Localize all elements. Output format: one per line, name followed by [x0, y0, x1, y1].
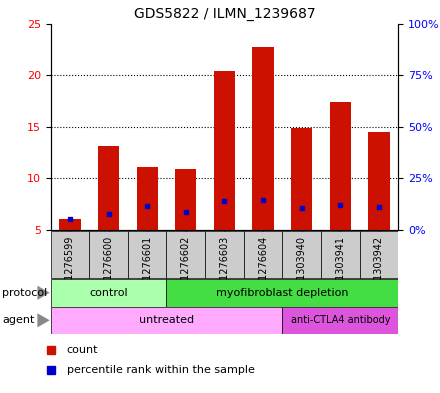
Bar [98, 146, 119, 230]
Bar [214, 71, 235, 230]
Bar [175, 169, 196, 230]
Text: agent: agent [2, 315, 35, 325]
Text: GSM1276599: GSM1276599 [65, 236, 75, 301]
Bar [253, 47, 274, 230]
Bar [359, 231, 398, 278]
Text: GSM1276602: GSM1276602 [181, 236, 191, 301]
Bar [51, 231, 89, 278]
Text: GSM1303942: GSM1303942 [374, 236, 384, 301]
Bar [166, 279, 398, 307]
Bar [166, 231, 205, 278]
Bar [282, 231, 321, 278]
Text: GSM1303941: GSM1303941 [335, 236, 345, 301]
Bar [282, 307, 398, 334]
Bar [89, 231, 128, 278]
Text: GSM1276603: GSM1276603 [220, 236, 229, 301]
Bar [51, 279, 166, 307]
Text: control: control [89, 288, 128, 298]
Bar [244, 231, 282, 278]
Title: GDS5822 / ILMN_1239687: GDS5822 / ILMN_1239687 [134, 7, 315, 21]
Bar [51, 307, 282, 334]
Text: untreated: untreated [139, 315, 194, 325]
Text: GSM1276604: GSM1276604 [258, 236, 268, 301]
Bar [368, 132, 389, 230]
Bar [291, 128, 312, 230]
Bar [321, 231, 359, 278]
Bar [59, 219, 81, 230]
Bar [136, 167, 158, 230]
Bar [330, 102, 351, 230]
Text: GSM1276600: GSM1276600 [103, 236, 114, 301]
Text: percentile rank within the sample: percentile rank within the sample [67, 365, 255, 375]
Text: count: count [67, 345, 98, 355]
Polygon shape [37, 286, 50, 300]
Polygon shape [37, 313, 50, 327]
Text: GSM1276601: GSM1276601 [142, 236, 152, 301]
Bar [205, 231, 244, 278]
Bar [128, 231, 166, 278]
Text: myofibroblast depletion: myofibroblast depletion [216, 288, 348, 298]
Text: protocol: protocol [2, 288, 48, 298]
Text: anti-CTLA4 antibody: anti-CTLA4 antibody [290, 315, 390, 325]
Text: GSM1303940: GSM1303940 [297, 236, 307, 301]
